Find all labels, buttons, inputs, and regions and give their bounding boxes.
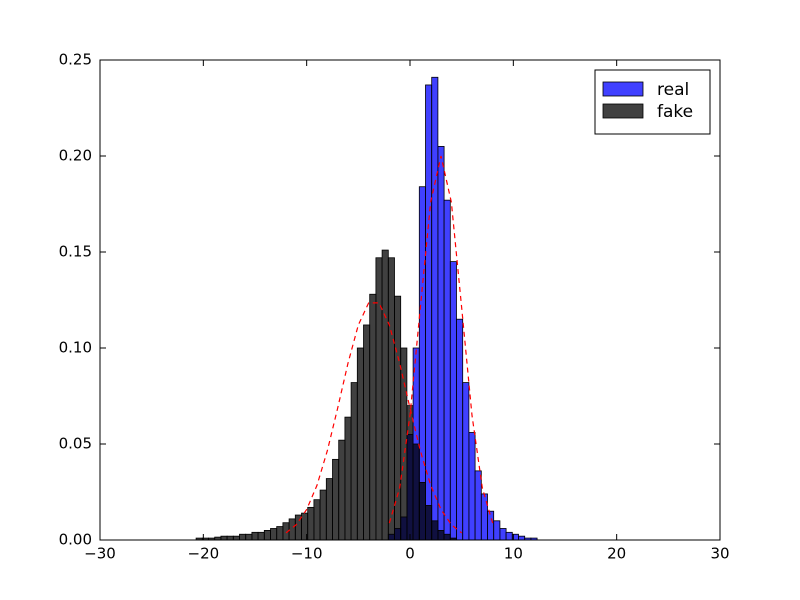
bar	[474, 470, 482, 541]
x-tick-label: −20	[188, 545, 220, 563]
bar	[443, 533, 451, 541]
bar	[425, 505, 433, 541]
x-tick-label: −30	[84, 545, 116, 563]
bar	[263, 530, 271, 541]
fit-curve	[388, 155, 494, 524]
legend-swatch	[602, 103, 644, 119]
bar	[437, 145, 445, 541]
bar	[350, 382, 358, 541]
fit-curve	[285, 302, 463, 534]
bar	[226, 535, 234, 541]
bar	[418, 481, 426, 541]
bar	[480, 493, 488, 541]
bar	[338, 439, 346, 541]
bar	[363, 324, 371, 541]
y-tick-label: 0.15	[59, 243, 92, 261]
y-tick-label: 0.05	[59, 435, 92, 453]
x-tick-label: 0	[405, 545, 415, 563]
bar	[239, 533, 247, 541]
legend-label: real	[657, 80, 689, 100]
bar	[443, 199, 451, 541]
bar	[369, 293, 377, 541]
bar	[276, 526, 284, 541]
bar	[449, 261, 457, 541]
bar	[325, 478, 333, 541]
bar	[456, 318, 464, 541]
legend-label: fake	[657, 102, 693, 122]
bar	[288, 518, 296, 541]
bar	[307, 506, 315, 541]
bar	[493, 520, 501, 541]
bar	[387, 257, 395, 541]
legend-swatch	[602, 81, 644, 97]
y-tick-label: 0.00	[59, 531, 92, 549]
bar	[344, 416, 352, 541]
x-tick-label: −10	[291, 545, 323, 563]
x-tick-label: 10	[504, 545, 523, 563]
bar	[505, 531, 513, 541]
x-tick-label: 20	[607, 545, 626, 563]
bar	[437, 530, 445, 541]
bar	[245, 533, 253, 541]
bar	[220, 535, 228, 541]
bar	[499, 528, 507, 541]
bar	[487, 510, 495, 541]
bar	[251, 531, 259, 541]
bar	[518, 535, 526, 541]
bar	[431, 76, 439, 541]
bar	[462, 382, 470, 541]
bar	[270, 528, 278, 541]
y-tick-label: 0.20	[59, 147, 92, 165]
y-tick-label: 0.10	[59, 339, 92, 357]
bar	[332, 458, 340, 541]
bar	[232, 535, 240, 541]
bar	[412, 443, 420, 541]
bar	[468, 432, 476, 541]
bar	[356, 347, 364, 541]
y-tick-label: 0.25	[59, 51, 92, 69]
x-tick-label: 30	[710, 545, 729, 563]
bar	[257, 531, 265, 541]
bar	[406, 405, 414, 541]
bar	[319, 489, 327, 541]
bar	[313, 499, 321, 541]
bar	[375, 257, 383, 541]
legend-box	[594, 69, 711, 135]
bar	[431, 520, 439, 541]
bar	[381, 249, 389, 541]
